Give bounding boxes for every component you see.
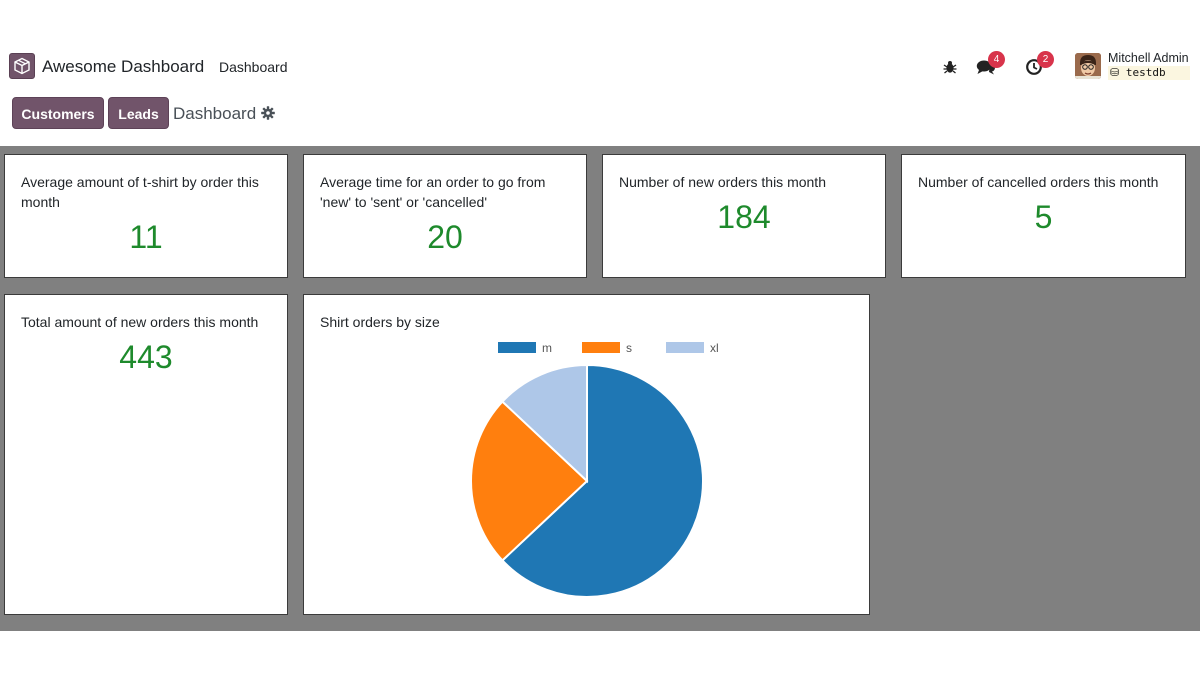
top-navbar: Awesome Dashboard Dashboard 4 2: [0, 40, 1200, 94]
stat-card-avg-time: Average time for an order to go from 'ne…: [303, 154, 587, 278]
card-title: Average time for an order to go from 'ne…: [320, 174, 546, 210]
stat-card-new-orders: Number of new orders this month 184: [602, 154, 886, 278]
pie-chart: m s xl: [470, 341, 719, 598]
card-title: Number of new orders this month: [619, 174, 826, 190]
legend-swatch-xl[interactable]: [666, 342, 704, 353]
user-name[interactable]: Mitchell Admin: [1108, 51, 1189, 65]
stat-card-cancelled-orders: Number of cancelled orders this month 5: [901, 154, 1186, 278]
card-value: 5: [1034, 199, 1053, 235]
card-value: 443: [119, 339, 173, 375]
database-name-label: testdb: [1125, 66, 1166, 79]
gear-icon[interactable]: [260, 105, 276, 121]
app-logo-icon[interactable]: [9, 53, 35, 79]
database-icon: ⛁: [1110, 66, 1120, 79]
database-name: ⛁ testdb: [1108, 66, 1190, 80]
legend-swatch-m[interactable]: [498, 342, 536, 353]
legend-label-s[interactable]: s: [626, 341, 632, 355]
pie-slice-m[interactable]: [501, 363, 704, 598]
breadcrumb: Dashboard: [173, 104, 257, 123]
legend-swatch-s[interactable]: [582, 342, 620, 353]
pie-slice-s[interactable]: [470, 400, 589, 562]
debug-icon[interactable]: [942, 56, 960, 78]
dashboard-content: Average amount of t-shirt by order this …: [0, 146, 1200, 631]
user-avatar[interactable]: [1075, 53, 1101, 79]
card-title: Number of cancelled orders this month: [918, 174, 1159, 190]
chart-title: Shirt orders by size: [320, 314, 440, 330]
legend-label-xl[interactable]: xl: [710, 341, 719, 355]
messaging-badge: 4: [988, 51, 1005, 68]
app-name[interactable]: Awesome Dashboard: [42, 57, 205, 76]
card-value: 11: [129, 219, 163, 255]
customers-button[interactable]: Customers: [12, 97, 104, 129]
pie-slice-xl[interactable]: [501, 363, 588, 484]
card-title: Average amount of t-shirt by order this …: [21, 174, 259, 210]
menu-item-dashboard[interactable]: Dashboard: [219, 59, 288, 75]
messaging-icon[interactable]: 4: [976, 51, 1005, 78]
stat-card-avg-tshirt: Average amount of t-shirt by order this …: [4, 154, 288, 278]
activity-badge: 2: [1037, 51, 1054, 68]
activity-clock-icon[interactable]: 2: [1025, 51, 1054, 78]
stat-card-total-new-orders: Total amount of new orders this month 44…: [4, 294, 288, 615]
leads-button[interactable]: Leads: [108, 97, 169, 129]
card-title: Total amount of new orders this month: [21, 314, 259, 330]
card-value: 20: [427, 219, 463, 255]
legend-label-m[interactable]: m: [542, 341, 552, 355]
card-value: 184: [717, 199, 771, 235]
control-panel: Customers Leads Dashboard: [0, 96, 1200, 146]
chart-card-shirt-sizes: Shirt orders by size m s xl: [303, 294, 870, 615]
